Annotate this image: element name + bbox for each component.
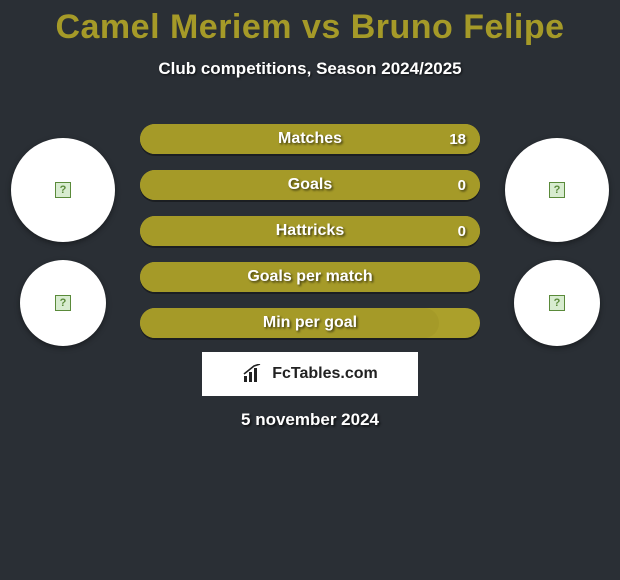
image-placeholder-icon <box>55 295 71 311</box>
avatar <box>20 260 106 346</box>
stat-bar: Matches18 <box>140 124 480 154</box>
stat-bar-value: 18 <box>449 124 466 154</box>
stat-bar: Hattricks0 <box>140 216 480 246</box>
brand-badge: FcTables.com <box>202 352 418 396</box>
comparison-card: Camel Meriem vs Bruno Felipe Club compet… <box>0 0 620 580</box>
image-placeholder-icon <box>55 182 71 198</box>
subtitle: Club competitions, Season 2024/2025 <box>0 59 620 79</box>
player-left-avatars <box>8 120 118 364</box>
stat-bar-label: Matches <box>140 124 480 154</box>
stat-bar-label: Min per goal <box>140 308 480 338</box>
stat-bar-value: 0 <box>458 170 466 200</box>
page-title: Camel Meriem vs Bruno Felipe <box>0 8 620 47</box>
stat-bar: Goals0 <box>140 170 480 200</box>
stat-bar: Goals per match <box>140 262 480 292</box>
stat-bar-label: Goals per match <box>140 262 480 292</box>
avatar <box>514 260 600 346</box>
stat-bar-value: 0 <box>458 216 466 246</box>
player-right-avatars <box>502 120 612 364</box>
avatar <box>505 138 609 242</box>
bar-chart-icon <box>242 364 264 384</box>
date-label: 5 november 2024 <box>0 410 620 430</box>
stat-bar-label: Hattricks <box>140 216 480 246</box>
brand-text: FcTables.com <box>272 365 378 383</box>
stat-bar: Min per goal <box>140 308 480 338</box>
image-placeholder-icon <box>549 295 565 311</box>
avatar <box>11 138 115 242</box>
stat-bar-label: Goals <box>140 170 480 200</box>
image-placeholder-icon <box>549 182 565 198</box>
stat-bars: Matches18Goals0Hattricks0Goals per match… <box>140 124 480 354</box>
